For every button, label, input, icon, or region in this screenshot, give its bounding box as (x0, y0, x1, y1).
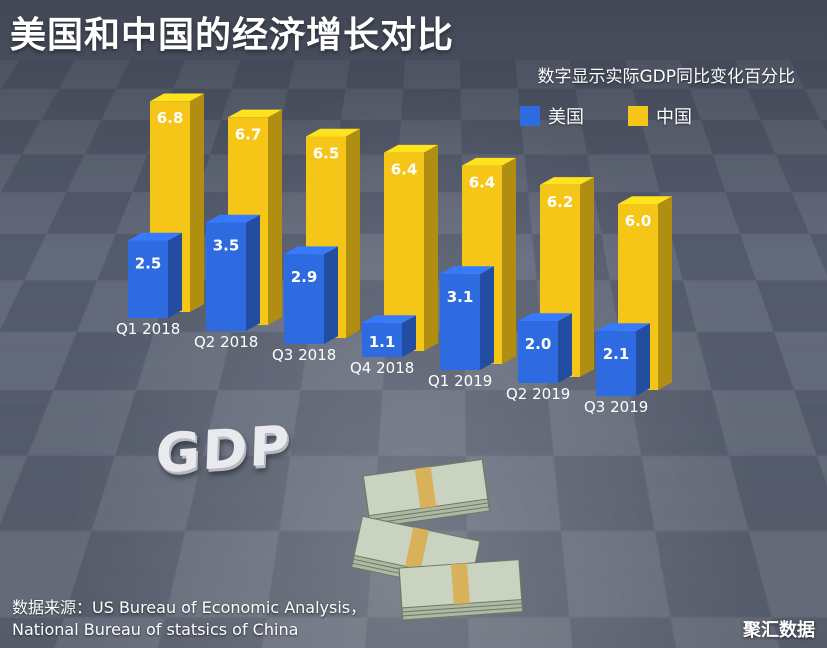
us-bar-4 (440, 273, 480, 370)
legend-item-us: 美国 (520, 103, 584, 129)
us-bar-top-3 (362, 315, 416, 323)
category-label-1: Q2 2018 (194, 333, 258, 351)
china-bar-side-2 (346, 128, 360, 338)
legend-item-china: 中国 (628, 103, 692, 129)
us-bar-top-2 (284, 246, 338, 255)
us-bar-2 (284, 254, 324, 344)
china-bar-top-4 (462, 157, 516, 166)
category-label-0: Q1 2018 (116, 320, 180, 338)
china-bar-top-0 (150, 93, 204, 102)
china-bar-top-2 (306, 128, 360, 137)
us-bar-side-0 (168, 232, 182, 318)
watermark: 聚汇数据 (743, 620, 815, 641)
gdp-3d-logo: GDP (154, 413, 293, 486)
category-label-2: Q3 2018 (272, 346, 336, 364)
money-stack-icon-1 (362, 458, 490, 529)
china-bar-side-6 (658, 196, 672, 390)
us-bar-1 (206, 222, 246, 331)
us-value-label-6: 2.1 (603, 345, 630, 363)
chart-title: 美国和中国的经济增长对比 (10, 15, 455, 56)
us-bar-side-1 (246, 214, 260, 331)
us-bar-top-4 (440, 266, 494, 274)
china-bar-top-5 (540, 177, 594, 185)
us-bar-3 (362, 322, 402, 357)
category-label-5: Q2 2019 (506, 385, 570, 403)
legend-label-us: 美国 (548, 107, 584, 128)
china-value-label-5: 6.2 (547, 193, 574, 211)
us-value-label-5: 2.0 (525, 335, 552, 353)
us-bar-side-4 (480, 266, 494, 370)
china-value-label-2: 6.5 (313, 145, 340, 163)
china-bar-side-0 (190, 93, 204, 312)
us-bar-side-3 (402, 315, 416, 357)
us-bar-top-1 (206, 214, 260, 223)
us-value-label-2: 2.9 (291, 268, 318, 286)
us-bar-side-2 (324, 246, 338, 344)
us-bar-side-5 (558, 313, 572, 383)
china-bar-top-1 (228, 109, 282, 118)
legend-swatch-china (628, 106, 648, 126)
us-bar-6 (596, 330, 636, 396)
us-value-label-3: 1.1 (369, 333, 396, 351)
china-bar-side-5 (580, 177, 594, 377)
source-line-1: 数据来源：US Bureau of Economic Analysis， (12, 598, 367, 617)
category-label-6: Q3 2019 (584, 398, 648, 416)
legend-label-china: 中国 (656, 107, 692, 128)
china-value-label-6: 6.0 (625, 212, 652, 230)
china-value-label-0: 6.8 (157, 109, 184, 127)
legend-swatch-us (520, 106, 540, 126)
category-label-3: Q4 2018 (350, 359, 414, 377)
us-value-label-0: 2.5 (135, 255, 162, 273)
us-bar-5 (518, 321, 558, 383)
us-bar-side-6 (636, 323, 650, 396)
china-value-label-4: 6.4 (469, 174, 496, 192)
category-label-4: Q1 2019 (428, 372, 492, 390)
us-bar-top-5 (518, 313, 572, 321)
us-bar-top-6 (596, 323, 650, 331)
china-bar-top-6 (618, 196, 672, 204)
china-bar-side-1 (268, 109, 282, 325)
us-bar-0 (128, 240, 168, 318)
us-value-label-4: 3.1 (447, 288, 474, 306)
us-value-label-1: 3.5 (213, 237, 240, 255)
china-value-label-1: 6.7 (235, 125, 262, 143)
source-line-2: National Bureau of statsics of China (12, 620, 299, 639)
money-stack-icon-3 (398, 559, 524, 621)
us-bar-top-0 (128, 232, 182, 241)
china-bar-side-4 (502, 157, 516, 364)
china-bar-top-3 (384, 144, 438, 153)
chart-subtitle: 数字显示实际GDP同比变化百分比 (537, 67, 795, 87)
data-source-note: 数据来源：US Bureau of Economic Analysis， Nat… (12, 597, 366, 641)
china-value-label-3: 6.4 (391, 161, 418, 179)
china-bar-side-3 (424, 144, 438, 351)
